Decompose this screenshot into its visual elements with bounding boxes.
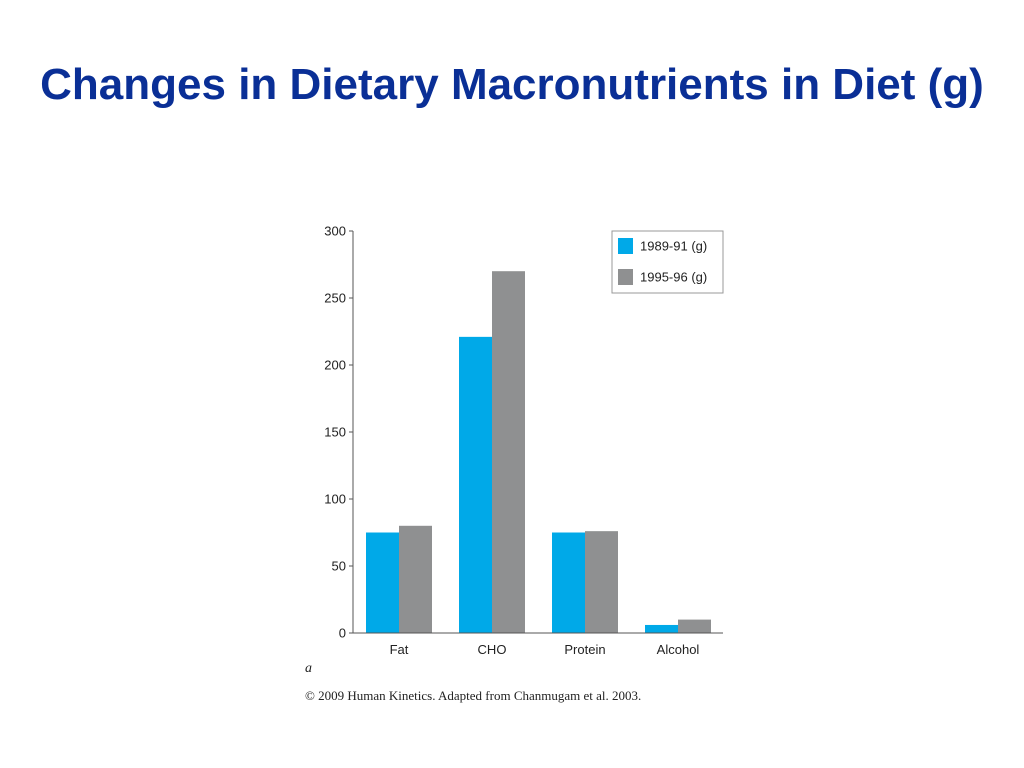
y-tick-label: 200	[324, 358, 346, 373]
bar-fat-series-2	[399, 525, 432, 633]
bar-cho-series-2	[492, 271, 525, 633]
x-tick-label: Alcohol	[657, 642, 700, 657]
y-tick-label: 100	[324, 492, 346, 507]
bar-protein-series-1	[552, 532, 585, 633]
bar-fat-series-1	[366, 532, 399, 633]
x-tick-label: CHO	[478, 642, 507, 657]
panel-letter: a	[305, 661, 312, 676]
legend-swatch	[618, 269, 633, 285]
x-tick-label: Protein	[564, 642, 605, 657]
x-axis-labels: Fat CHO Protein Alcohol	[390, 642, 700, 657]
y-tick-label: 250	[324, 291, 346, 306]
y-tick-label: 150	[324, 425, 346, 440]
legend: 1989-91 (g) 1995-96 (g)	[611, 230, 724, 294]
legend-swatch	[618, 238, 633, 254]
bar-protein-series-2	[585, 531, 618, 633]
y-tick-label: 300	[324, 224, 346, 239]
legend-label: 1995-96 (g)	[640, 270, 707, 285]
bar-alcohol-series-2	[678, 619, 711, 633]
bar-alcohol-series-1	[645, 624, 678, 633]
copyright-credit: © 2009 Human Kinetics. Adapted from Chan…	[305, 688, 642, 703]
bar-cho-series-1	[459, 336, 492, 633]
y-tick-label: 50	[332, 559, 346, 574]
bars-layer	[366, 271, 711, 633]
x-tick-label: Fat	[390, 642, 409, 657]
y-axis-ticks: 0 50 100 150 200 250 300	[324, 224, 353, 641]
legend-label: 1989-91 (g)	[640, 239, 707, 254]
slide-title: Changes in Dietary Macronutrients in Die…	[40, 60, 984, 109]
y-tick-label: 0	[339, 626, 346, 641]
